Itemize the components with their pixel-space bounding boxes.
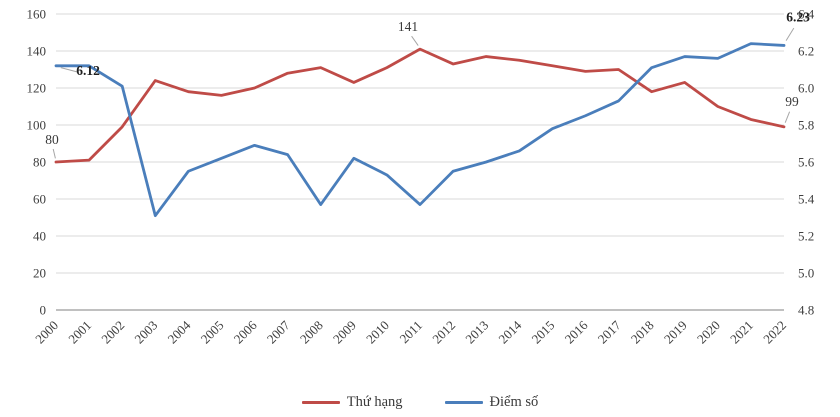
right-axis-tick: 4.8: [798, 303, 814, 318]
data-label: 6.23: [786, 9, 810, 24]
x-axis-tick: 2011: [396, 318, 425, 347]
right-axis-tick: 5.6: [798, 155, 815, 170]
left-axis-tick: 100: [27, 118, 47, 133]
x-axis-tick: 2014: [495, 317, 524, 346]
chart-legend: Thứ hạng Điểm số: [0, 394, 840, 411]
data-label: 80: [45, 132, 59, 147]
x-axis-tick: 2009: [330, 318, 359, 347]
x-axis-tick: 2017: [595, 317, 624, 346]
x-axis-tick: 2021: [727, 318, 756, 347]
right-axis-tick: 5.0: [798, 266, 814, 281]
legend-label-thu-hang: Thứ hạng: [346, 394, 403, 410]
x-axis-tick: 2004: [164, 317, 193, 346]
x-axis-tick: 2012: [429, 318, 458, 347]
series-line-0: [54, 47, 786, 164]
legend-label-diem-so: Điểm số: [489, 394, 539, 410]
x-axis-tick: 2007: [264, 317, 293, 346]
left-axis-tick: 60: [33, 192, 46, 207]
right-axis-tick: 6.0: [798, 81, 814, 96]
left-axis-tick: 80: [33, 155, 46, 170]
x-axis-tick: 2002: [98, 318, 127, 347]
right-axis-tick: 5.8: [798, 118, 814, 133]
data-label-leader: [60, 67, 79, 73]
series-line-1: [54, 42, 786, 218]
x-axis-tick: 2006: [231, 317, 260, 346]
data-label-leader: [411, 35, 419, 46]
data-label: 99: [785, 94, 799, 109]
data-label-leader: [784, 111, 791, 123]
left-axis-tick: 20: [33, 266, 46, 281]
legend-item-thu-hang: Thứ hạng: [301, 394, 403, 411]
legend-item-diem-so: Điểm số: [444, 394, 539, 411]
x-axis-tick: 2008: [297, 318, 326, 347]
x-axis-tick: 2003: [131, 318, 160, 347]
left-axis-tick: 40: [33, 229, 46, 244]
data-label-leader: [52, 148, 56, 159]
right-axis-tick: 5.4: [798, 192, 815, 207]
right-axis-tick: 5.2: [798, 229, 814, 244]
data-label: 6.12: [76, 63, 100, 78]
x-axis-tick: 2018: [628, 318, 657, 347]
data-label-leader: [785, 27, 795, 41]
x-axis-tick: 2020: [694, 318, 723, 347]
x-axis-tick: 2001: [65, 318, 94, 347]
x-axis-tick: 2015: [528, 318, 557, 347]
x-axis-tick: 2016: [562, 317, 591, 346]
legend-marker-diem-so: [444, 401, 483, 404]
x-axis-tick: 2019: [661, 318, 690, 347]
left-axis-tick: 160: [27, 7, 47, 22]
left-axis-tick: 120: [27, 81, 47, 96]
x-axis-tick: 2022: [760, 318, 789, 347]
x-axis-tick: 2005: [198, 318, 227, 347]
x-axis-tick: 2000: [32, 318, 61, 347]
right-axis-tick: 6.4: [798, 7, 815, 22]
left-axis-tick: 140: [27, 44, 47, 59]
x-axis-tick: 2013: [462, 318, 491, 347]
x-axis-tick: 2010: [363, 318, 392, 347]
right-axis-tick: 6.2: [798, 44, 814, 59]
chart-plot-area: 0 4.8 20 5.0 40 5.2 60 5.4 80 5.6 100 5.8 120 6.0 140 6…: [27, 7, 815, 347]
legend-marker-thu-hang: [301, 401, 340, 404]
left-axis-tick: 0: [40, 303, 47, 318]
data-label: 141: [398, 19, 418, 34]
